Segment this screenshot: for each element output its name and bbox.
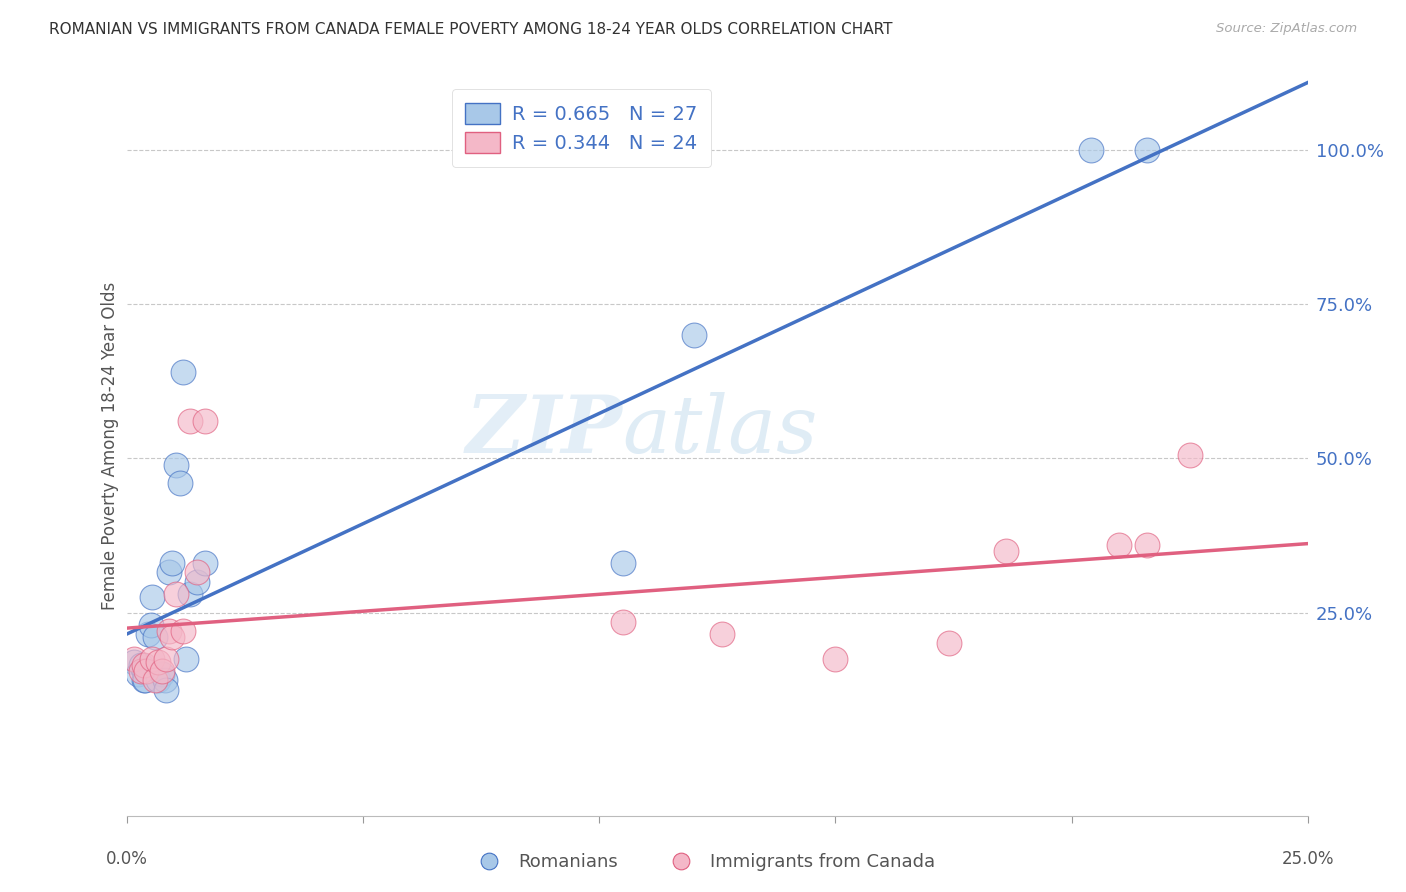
- Point: [153, 673, 176, 688]
- Point: [143, 673, 166, 688]
- Point: [155, 652, 177, 666]
- Point: [141, 590, 163, 604]
- Point: [711, 627, 734, 641]
- Point: [1136, 538, 1159, 552]
- Point: [122, 652, 145, 666]
- Point: [193, 414, 215, 428]
- Point: [938, 636, 960, 650]
- Point: [157, 566, 180, 580]
- Point: [160, 630, 183, 644]
- Text: 25.0%: 25.0%: [1281, 850, 1334, 868]
- Point: [179, 587, 201, 601]
- Point: [179, 414, 201, 428]
- Point: [146, 655, 169, 669]
- Point: [165, 587, 187, 601]
- Point: [141, 652, 163, 666]
- Point: [165, 458, 187, 472]
- Point: [122, 655, 145, 669]
- Point: [150, 664, 173, 678]
- Text: ZIP: ZIP: [465, 392, 623, 470]
- Point: [186, 574, 208, 589]
- Point: [682, 327, 704, 342]
- Text: atlas: atlas: [623, 392, 818, 470]
- Point: [160, 556, 183, 570]
- Point: [132, 658, 155, 673]
- Point: [174, 652, 197, 666]
- Point: [146, 673, 169, 688]
- Point: [172, 365, 194, 379]
- Point: [155, 682, 177, 697]
- Point: [157, 624, 180, 639]
- Point: [994, 544, 1017, 558]
- Point: [193, 556, 215, 570]
- Legend: Romanians, Immigrants from Canada: Romanians, Immigrants from Canada: [464, 847, 942, 879]
- Point: [136, 627, 159, 641]
- Point: [824, 652, 846, 666]
- Point: [169, 476, 191, 491]
- Point: [172, 624, 194, 639]
- Y-axis label: Female Poverty Among 18-24 Year Olds: Female Poverty Among 18-24 Year Olds: [101, 282, 120, 610]
- Point: [129, 664, 152, 678]
- Text: 0.0%: 0.0%: [105, 850, 148, 868]
- Point: [135, 664, 157, 678]
- Point: [1178, 448, 1201, 462]
- Legend: R = 0.665   N = 27, R = 0.344   N = 24: R = 0.665 N = 27, R = 0.344 N = 24: [451, 89, 711, 167]
- Point: [612, 556, 634, 570]
- Point: [1108, 538, 1130, 552]
- Point: [132, 664, 155, 678]
- Point: [134, 673, 156, 688]
- Point: [1136, 143, 1159, 157]
- Point: [150, 667, 173, 681]
- Point: [1080, 143, 1102, 157]
- Point: [139, 618, 162, 632]
- Text: Source: ZipAtlas.com: Source: ZipAtlas.com: [1216, 22, 1357, 36]
- Point: [143, 630, 166, 644]
- Text: ROMANIAN VS IMMIGRANTS FROM CANADA FEMALE POVERTY AMONG 18-24 YEAR OLDS CORRELAT: ROMANIAN VS IMMIGRANTS FROM CANADA FEMAL…: [49, 22, 893, 37]
- Point: [127, 667, 149, 681]
- Point: [186, 566, 208, 580]
- Point: [129, 658, 152, 673]
- Point: [132, 673, 155, 688]
- Point: [612, 615, 634, 629]
